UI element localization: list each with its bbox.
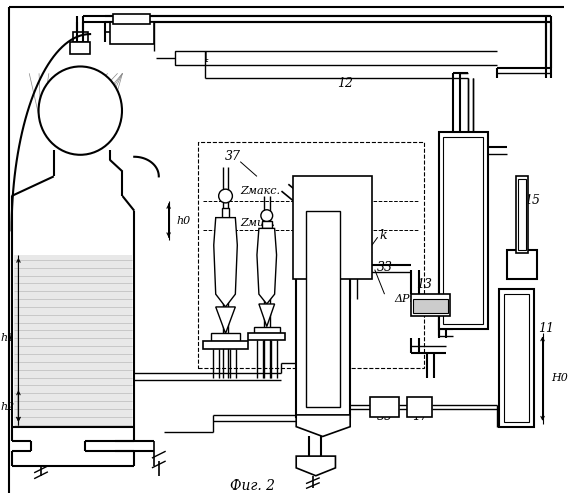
Bar bbox=[516, 176, 528, 253]
Bar bbox=[438, 132, 487, 328]
Bar bbox=[411, 294, 450, 316]
Bar bbox=[262, 220, 272, 228]
Text: 17: 17 bbox=[412, 410, 428, 424]
Text: 16: 16 bbox=[303, 371, 319, 384]
Bar bbox=[306, 210, 340, 407]
Bar bbox=[198, 142, 424, 368]
Text: 12: 12 bbox=[337, 76, 353, 90]
Polygon shape bbox=[214, 218, 237, 307]
Text: ΔРнс: ΔРнс bbox=[394, 294, 424, 304]
Ellipse shape bbox=[261, 210, 272, 222]
Ellipse shape bbox=[219, 189, 233, 203]
Ellipse shape bbox=[39, 66, 122, 155]
Bar bbox=[109, 22, 154, 44]
Polygon shape bbox=[296, 456, 336, 475]
Text: 15: 15 bbox=[524, 194, 540, 207]
Polygon shape bbox=[259, 304, 275, 326]
Bar bbox=[222, 208, 230, 218]
Bar bbox=[413, 299, 449, 313]
Text: h1: h1 bbox=[0, 334, 14, 344]
Bar bbox=[499, 290, 534, 426]
Bar bbox=[113, 14, 150, 24]
Bar bbox=[443, 137, 483, 324]
Bar bbox=[296, 201, 350, 417]
Bar bbox=[71, 42, 90, 54]
Text: k: k bbox=[380, 229, 387, 242]
Bar bbox=[203, 342, 248, 349]
Bar bbox=[176, 51, 205, 66]
Text: 37: 37 bbox=[225, 150, 241, 164]
Text: 35: 35 bbox=[377, 410, 393, 424]
Text: Zмин.: Zмин. bbox=[240, 218, 275, 228]
Bar bbox=[504, 294, 529, 422]
Text: 34: 34 bbox=[193, 52, 209, 65]
Text: 13: 13 bbox=[416, 278, 432, 291]
Polygon shape bbox=[215, 307, 235, 334]
Bar bbox=[518, 180, 526, 250]
Bar bbox=[74, 32, 88, 42]
Bar bbox=[407, 397, 431, 417]
Text: 11: 11 bbox=[539, 322, 555, 335]
Text: h0: h0 bbox=[177, 216, 191, 226]
Bar bbox=[507, 250, 537, 280]
Text: h2: h2 bbox=[0, 402, 14, 412]
Bar bbox=[254, 326, 279, 334]
Text: 38: 38 bbox=[308, 180, 324, 192]
Bar bbox=[211, 334, 240, 342]
Bar bbox=[370, 397, 399, 417]
Text: Zo: Zo bbox=[316, 289, 331, 299]
Polygon shape bbox=[14, 255, 132, 424]
Polygon shape bbox=[296, 415, 350, 436]
Text: Фиг. 2: Фиг. 2 bbox=[230, 478, 275, 492]
Text: H0: H0 bbox=[551, 372, 568, 382]
Text: 33: 33 bbox=[377, 261, 393, 274]
Bar bbox=[293, 176, 372, 280]
Text: Zмакс.: Zмакс. bbox=[240, 186, 280, 196]
Text: z1: z1 bbox=[309, 348, 322, 358]
Polygon shape bbox=[257, 228, 276, 304]
Bar bbox=[248, 334, 286, 340]
Text: 36: 36 bbox=[455, 160, 471, 173]
